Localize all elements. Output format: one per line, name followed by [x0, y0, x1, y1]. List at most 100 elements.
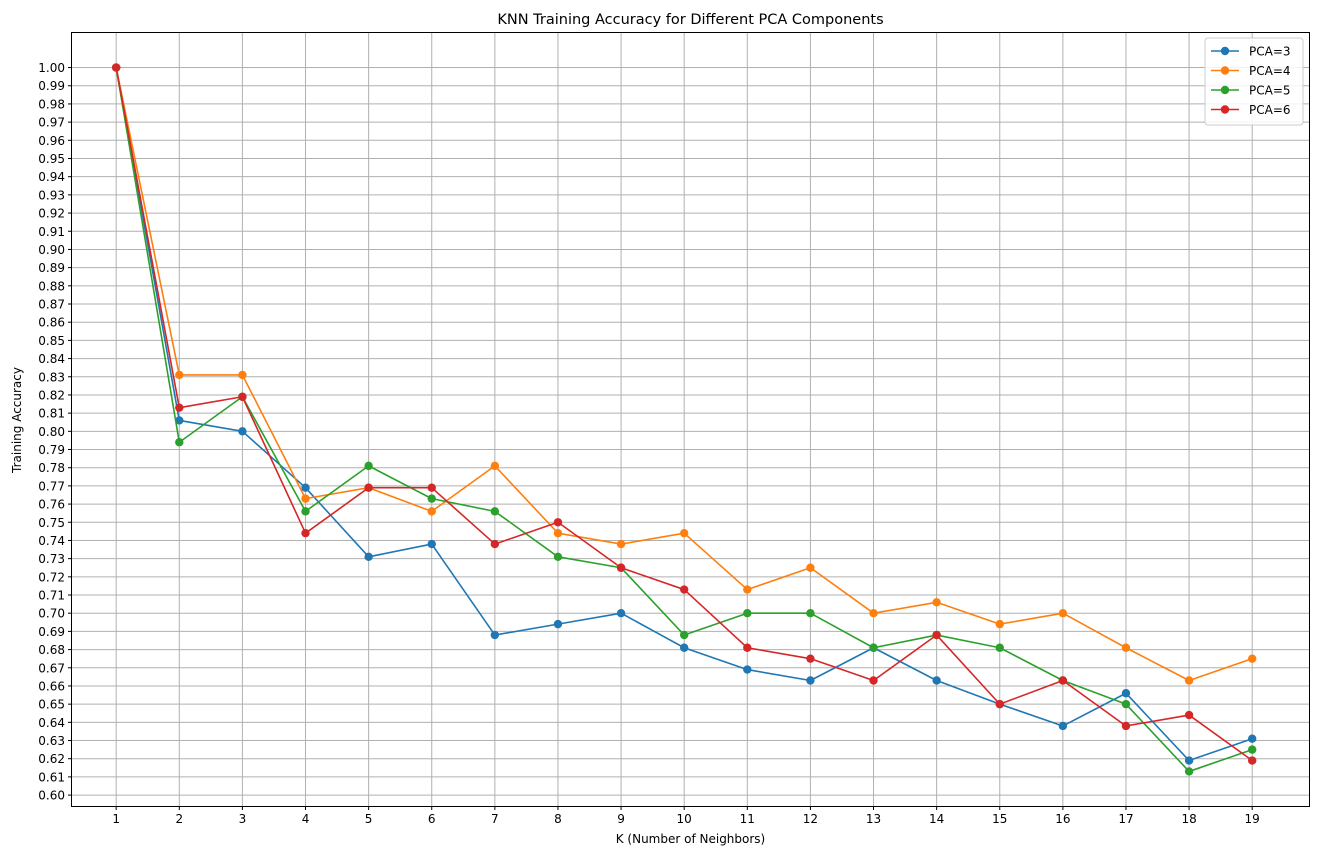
legend-marker-pca-3	[1220, 46, 1230, 56]
legend-marker-pca-6	[1220, 105, 1230, 114]
data-point-pca-3	[1121, 689, 1131, 698]
series-pca-4	[111, 63, 1257, 685]
data-point-pca-5	[175, 438, 184, 447]
data-point-pca-4	[869, 609, 878, 618]
x-tick-label: 7	[491, 812, 499, 826]
y-tick-label: 0.78	[38, 461, 65, 475]
y-tick-label: 0.73	[38, 552, 65, 566]
data-point-pca-3	[490, 630, 500, 640]
data-point-pca-3	[238, 427, 247, 436]
data-point-pca-6	[427, 483, 436, 492]
legend-label-pca-5: PCA=5	[1249, 84, 1291, 98]
x-tick-label: 6	[428, 812, 436, 826]
data-point-pca-3	[1247, 734, 1257, 743]
data-point-pca-6	[616, 563, 626, 572]
data-point-pca-3	[427, 539, 436, 549]
data-point-pca-3	[1184, 756, 1194, 765]
y-tick-label: 0.83	[38, 370, 65, 384]
data-point-pca-6	[1184, 710, 1194, 720]
y-tick-label: 0.69	[38, 625, 65, 639]
x-tick-label: 13	[866, 812, 881, 826]
y-tick-label: 0.68	[38, 643, 65, 657]
series-pca-6	[111, 63, 1257, 765]
data-point-pca-5	[869, 643, 878, 652]
y-tick-label: 0.71	[38, 589, 65, 603]
y-tick-label: 0.89	[38, 261, 65, 275]
y-tick-label: 0.85	[38, 334, 65, 348]
data-point-pca-6	[553, 518, 563, 527]
series-layer	[111, 63, 1257, 776]
data-point-pca-6	[743, 643, 752, 652]
y-tick-label: 0.92	[38, 207, 65, 221]
data-point-pca-4	[1184, 676, 1194, 685]
x-tick-label: 19	[1245, 812, 1260, 826]
data-point-pca-6	[111, 63, 121, 72]
data-point-pca-6	[175, 403, 184, 412]
y-tick-label: 0.60	[38, 789, 65, 803]
y-tick-label: 0.94	[38, 170, 65, 184]
legend-marker-pca-5	[1220, 85, 1230, 95]
y-tick-label: 0.95	[38, 152, 65, 166]
x-tick-label: 1	[112, 812, 120, 826]
x-tick-label: 9	[617, 812, 625, 826]
data-point-pca-4	[1058, 609, 1068, 618]
data-point-pca-3	[679, 643, 689, 652]
y-tick-label: 0.91	[38, 225, 65, 239]
x-tick-label: 17	[1118, 812, 1133, 826]
data-point-pca-4	[743, 585, 752, 594]
x-tick-label: 2	[175, 812, 183, 826]
x-tick-label: 14	[929, 812, 944, 826]
x-axis-title: K (Number of Neighbors)	[616, 832, 766, 846]
data-point-pca-4	[995, 619, 1004, 629]
y-tick-label: 0.88	[38, 279, 65, 293]
y-tick-label: 0.67	[38, 661, 65, 675]
y-tick-label: 0.65	[38, 698, 65, 712]
data-point-pca-4	[932, 598, 941, 607]
y-tick-label: 0.87	[38, 298, 65, 312]
y-tick-label: 0.80	[38, 425, 65, 439]
y-tick-label: 0.84	[38, 352, 65, 366]
data-point-pca-5	[806, 609, 815, 618]
x-tick-label: 12	[803, 812, 818, 826]
legend-label-pca-3: PCA=3	[1249, 45, 1291, 59]
x-axis: 1 2 3 4 5 6 7 8 9 10 11 12 13 14 15 16 17 18 19	[112, 806, 1260, 826]
x-tick-label: 10	[677, 812, 692, 826]
x-tick-label: 15	[992, 812, 1007, 826]
data-point-pca-4	[806, 563, 815, 572]
data-point-pca-3	[616, 609, 626, 618]
data-point-pca-3	[1058, 721, 1068, 731]
y-tick-label: 0.90	[38, 243, 65, 257]
data-point-pca-4	[238, 370, 247, 380]
data-point-pca-3	[806, 676, 815, 685]
data-point-pca-3	[301, 483, 310, 492]
data-point-pca-4	[427, 507, 436, 516]
y-tick-label: 0.93	[38, 188, 65, 202]
x-tick-label: 8	[554, 812, 562, 826]
y-tick-label: 0.82	[38, 388, 65, 402]
y-tick-label: 0.98	[38, 97, 65, 111]
y-axis: 0.60 0.61 0.62 0.63 0.64 0.65 0.66 0.67 0.68 0.69…	[38, 61, 72, 803]
y-tick-label: 0.74	[38, 534, 65, 548]
y-tick-label: 0.81	[38, 407, 65, 421]
data-point-pca-6	[1058, 676, 1068, 685]
legend-marker-pca-4	[1220, 66, 1230, 75]
data-point-pca-6	[1247, 756, 1257, 765]
data-point-pca-4	[175, 370, 184, 380]
data-point-pca-3	[364, 552, 373, 562]
data-point-pca-4	[553, 528, 563, 538]
data-point-pca-6	[995, 699, 1004, 709]
chart-title: KNN Training Accuracy for Different PCA …	[497, 12, 883, 28]
data-point-pca-3	[175, 416, 184, 425]
data-point-pca-6	[238, 392, 247, 401]
y-tick-label: 0.62	[38, 752, 65, 766]
x-tick-label: 5	[365, 812, 373, 826]
y-tick-label: 0.75	[38, 516, 65, 530]
data-point-pca-6	[869, 676, 878, 685]
y-tick-label: 0.61	[38, 770, 65, 784]
x-tick-label: 3	[239, 812, 247, 826]
data-point-pca-5	[1247, 745, 1257, 754]
data-point-pca-5	[995, 643, 1004, 652]
data-point-pca-5	[301, 507, 310, 516]
x-tick-label: 16	[1055, 812, 1070, 826]
data-point-pca-5	[490, 507, 500, 516]
